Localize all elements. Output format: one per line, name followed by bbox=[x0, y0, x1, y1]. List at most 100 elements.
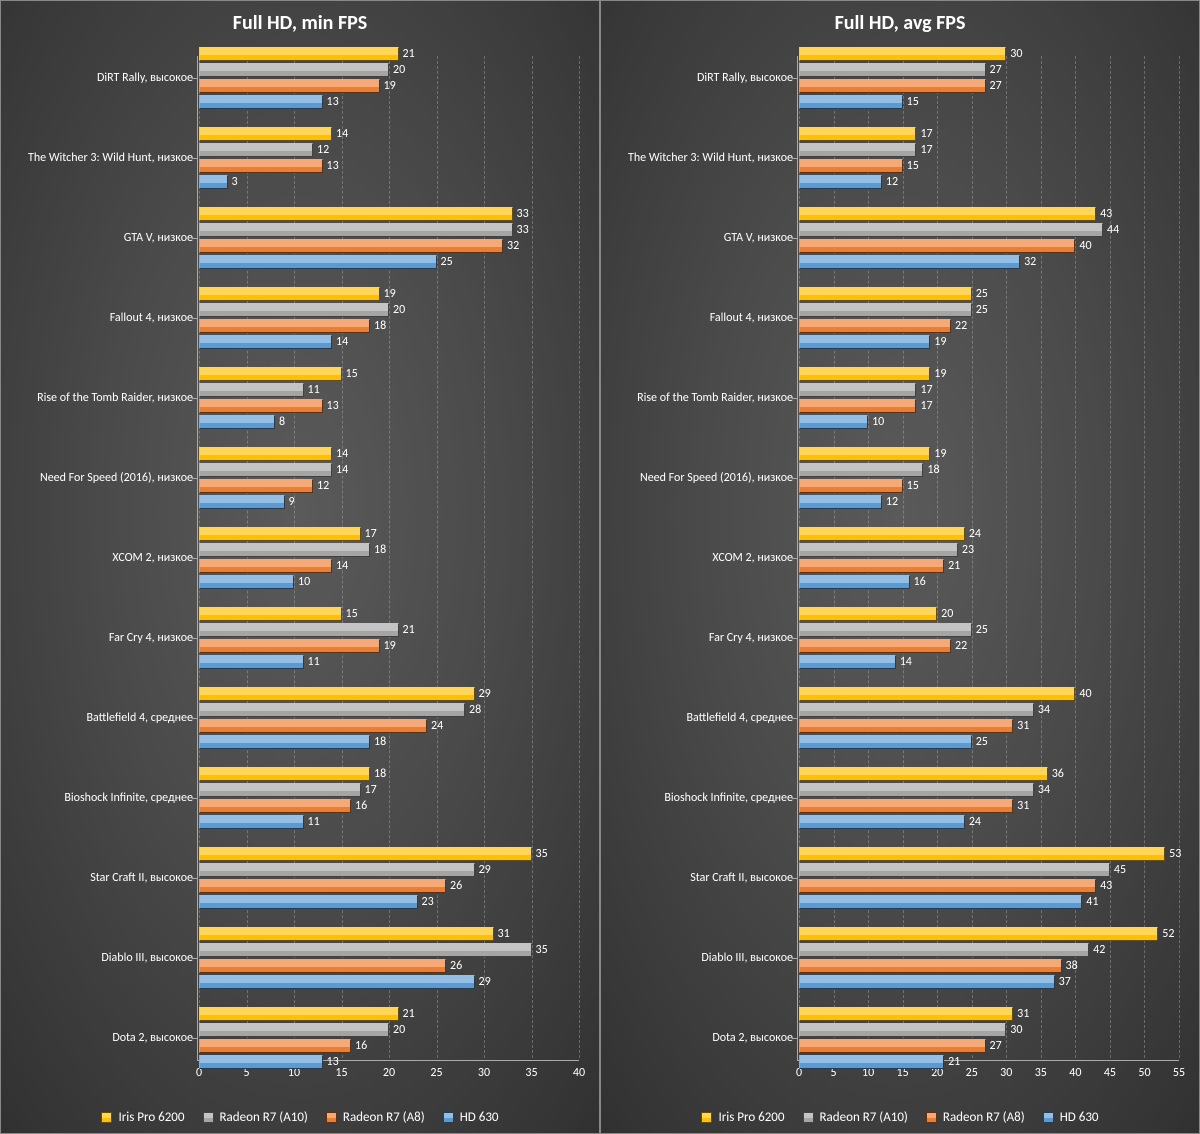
y-tick bbox=[792, 1038, 797, 1039]
bar bbox=[199, 975, 475, 989]
bar-value-label: 21 bbox=[944, 559, 960, 573]
bar-value-label: 13 bbox=[323, 95, 339, 109]
y-tick bbox=[792, 718, 797, 719]
bar-value-label: 16 bbox=[351, 1039, 367, 1053]
bar-value-label: 25 bbox=[972, 735, 988, 749]
gridline bbox=[532, 56, 533, 1058]
legend-swatch bbox=[701, 1112, 712, 1123]
y-tick bbox=[192, 78, 197, 79]
gridline bbox=[1179, 56, 1180, 1058]
bar-value-label: 22 bbox=[951, 639, 967, 653]
category-label: Far Cry 4, низкое bbox=[109, 631, 199, 645]
bar-value-label: 53 bbox=[1165, 847, 1181, 861]
bar-value-label: 15 bbox=[342, 607, 358, 621]
legend-item: Radeon R7 (A8) bbox=[326, 1110, 425, 1125]
bar-value-label: 25 bbox=[972, 623, 988, 637]
bar bbox=[799, 959, 1062, 973]
legend-label: Iris Pro 6200 bbox=[718, 1110, 784, 1125]
legend-label: Iris Pro 6200 bbox=[118, 1110, 184, 1125]
bar bbox=[799, 447, 930, 461]
bar bbox=[799, 767, 1048, 781]
bar-value-label: 12 bbox=[882, 495, 898, 509]
category-label: Fallout 4, низкое bbox=[110, 311, 199, 325]
bar bbox=[799, 479, 903, 493]
bar bbox=[799, 335, 930, 349]
bar bbox=[199, 287, 380, 301]
bar-value-label: 13 bbox=[323, 1055, 339, 1069]
bar-value-label: 18 bbox=[370, 543, 386, 557]
bar-value-label: 20 bbox=[389, 303, 405, 317]
y-tick bbox=[792, 238, 797, 239]
bar-value-label: 19 bbox=[930, 367, 946, 381]
bar bbox=[199, 687, 475, 701]
y-tick bbox=[192, 318, 197, 319]
bar-value-label: 21 bbox=[399, 1007, 415, 1021]
plot-area: 0510152025303540455055DiRT Rally, высоко… bbox=[799, 56, 1179, 1058]
bar bbox=[199, 383, 304, 397]
bar bbox=[799, 239, 1075, 253]
category-label: Dota 2, высокое bbox=[112, 1031, 199, 1045]
bar-value-label: 12 bbox=[882, 175, 898, 189]
category-label: Far Cry 4, низкое bbox=[709, 631, 799, 645]
bar-value-label: 19 bbox=[380, 639, 396, 653]
bar-value-label: 44 bbox=[1103, 223, 1119, 237]
bar-value-label: 18 bbox=[923, 463, 939, 477]
bar bbox=[199, 895, 418, 909]
bar bbox=[199, 1023, 389, 1037]
bar bbox=[199, 799, 351, 813]
x-tick-label: 30 bbox=[1000, 1066, 1012, 1080]
category-label: Bioshock Infinite, среднее bbox=[64, 791, 199, 805]
bar bbox=[199, 655, 304, 669]
bar-value-label: 14 bbox=[332, 559, 348, 573]
bar-value-label: 13 bbox=[323, 399, 339, 413]
legend-label: Radeon R7 (A10) bbox=[820, 1110, 908, 1125]
legend-label: Radeon R7 (A8) bbox=[943, 1110, 1025, 1125]
bar bbox=[799, 463, 923, 477]
bar-value-label: 14 bbox=[332, 463, 348, 477]
category-label: GTA V, низкое bbox=[124, 231, 199, 245]
bar bbox=[199, 1007, 399, 1021]
bar bbox=[199, 399, 323, 413]
bar bbox=[799, 303, 972, 317]
y-tick bbox=[192, 718, 197, 719]
bar bbox=[199, 175, 228, 189]
bar bbox=[199, 335, 332, 349]
category-label: Bioshock Infinite, среднее bbox=[664, 791, 799, 805]
bar bbox=[799, 879, 1096, 893]
bar-value-label: 11 bbox=[304, 383, 320, 397]
bar bbox=[799, 703, 1034, 717]
y-tick bbox=[792, 478, 797, 479]
bar bbox=[799, 1007, 1013, 1021]
bar-value-label: 15 bbox=[903, 159, 919, 173]
category-label: Need For Speed (2016), низкое bbox=[40, 471, 199, 485]
bar-value-label: 12 bbox=[313, 479, 329, 493]
legend-item: Radeon R7 (A8) bbox=[926, 1110, 1025, 1125]
bar bbox=[199, 207, 513, 221]
bar-value-label: 25 bbox=[437, 255, 453, 269]
x-tick-label: 35 bbox=[525, 1066, 537, 1080]
bar-value-label: 24 bbox=[965, 527, 981, 541]
bar bbox=[199, 719, 427, 733]
category-label: Battlefield 4, среднее bbox=[686, 711, 799, 725]
bar-value-label: 43 bbox=[1096, 879, 1112, 893]
bar-value-label: 42 bbox=[1089, 943, 1105, 957]
bar bbox=[199, 927, 494, 941]
y-tick bbox=[792, 638, 797, 639]
legend-swatch bbox=[926, 1112, 937, 1123]
bar-value-label: 9 bbox=[285, 495, 295, 509]
bar-value-label: 38 bbox=[1062, 959, 1078, 973]
bar bbox=[799, 1055, 944, 1069]
bar bbox=[799, 799, 1013, 813]
legend-label: Radeon R7 (A10) bbox=[220, 1110, 308, 1125]
bar-value-label: 52 bbox=[1158, 927, 1174, 941]
legend-swatch bbox=[803, 1112, 814, 1123]
y-tick bbox=[192, 158, 197, 159]
bar-value-label: 25 bbox=[972, 303, 988, 317]
bar-value-label: 16 bbox=[910, 575, 926, 589]
bar-value-label: 43 bbox=[1096, 207, 1112, 221]
bar bbox=[799, 63, 986, 77]
bar-value-label: 20 bbox=[389, 1023, 405, 1037]
legend-item: HD 630 bbox=[1043, 1110, 1099, 1125]
bar-value-label: 21 bbox=[944, 1055, 960, 1069]
bar bbox=[799, 143, 916, 157]
